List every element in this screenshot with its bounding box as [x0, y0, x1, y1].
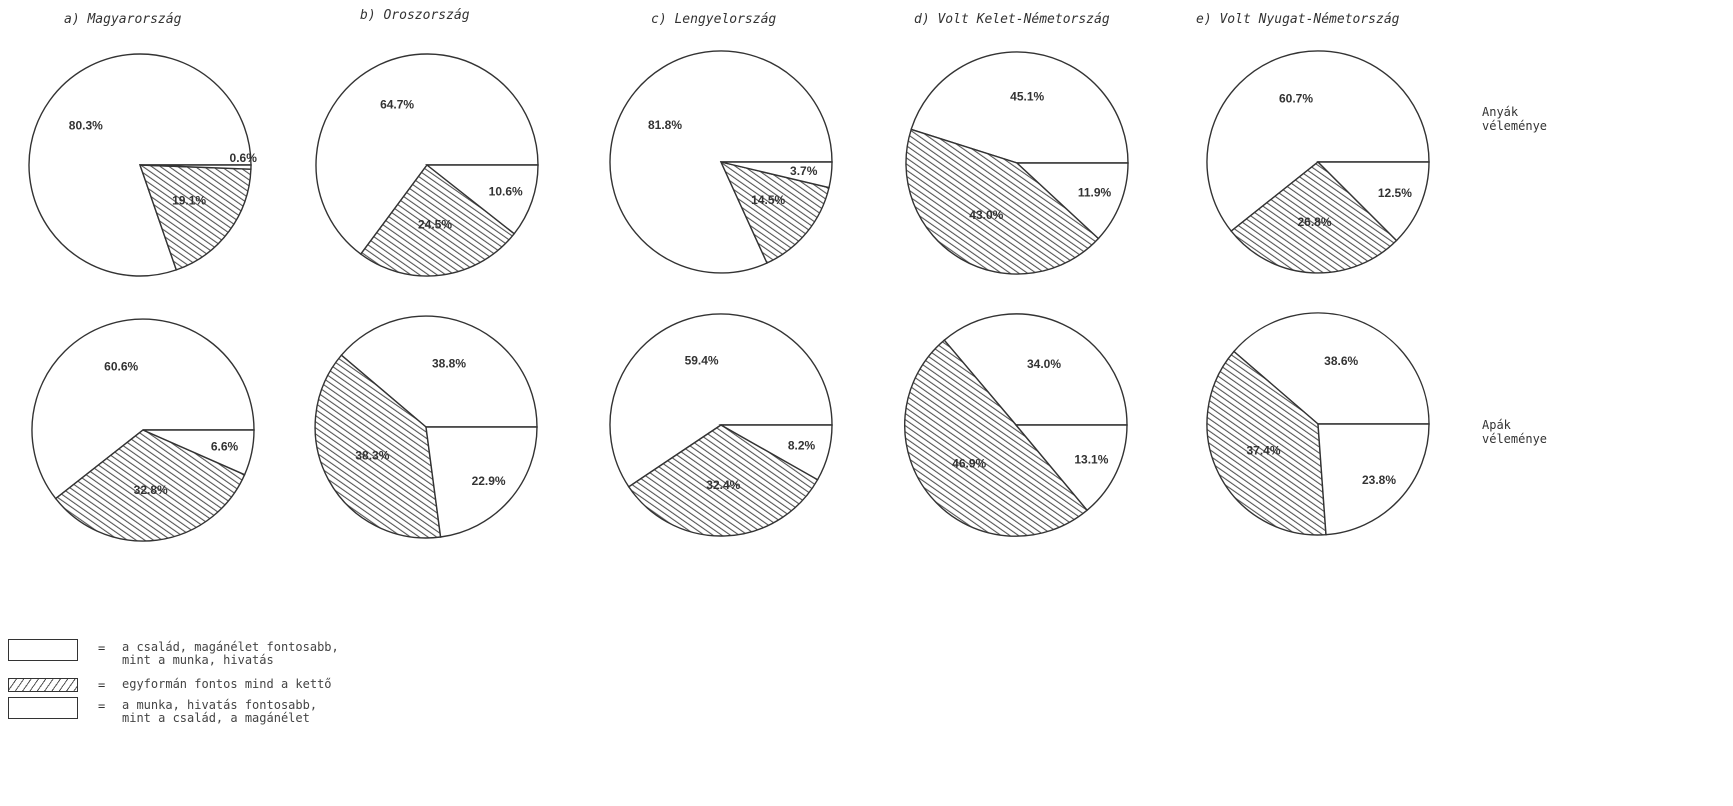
pie-1-fathers-work-slice: [425, 426, 538, 538]
pie-3-mothers-equal-slice: [905, 128, 1100, 275]
pie-2-fathers-family-slice: [609, 313, 833, 488]
pie-0-mothers-equal-slice: [139, 164, 252, 271]
pie-0-fathers-work-slice: [142, 429, 255, 476]
pie-4-fathers-work-slice: [1317, 423, 1430, 536]
pie-2-mothers-equal-label: 14.5%: [751, 193, 785, 207]
pie-0-fathers-family-label: 60.6%: [104, 359, 138, 373]
row-label-fathers: Apák véleménye: [1482, 418, 1548, 446]
pie-2-mothers-equal-slice: [719, 160, 830, 264]
pie-0-fathers-work-label: 6.6%: [211, 439, 239, 453]
pie-4-fathers-family-slice: [1232, 312, 1430, 425]
pie-1-fathers-equal-label: 38.3%: [355, 448, 389, 462]
legend-eq-work: =: [98, 699, 106, 713]
country-title-2: c) Lengyelország: [651, 12, 777, 27]
pie-1-mothers-family-label: 64.7%: [380, 98, 414, 112]
legend-text-family: a család, magánélet fontosabb, mint a mu…: [122, 640, 339, 667]
pie-1-fathers-family-label: 38.8%: [432, 357, 466, 371]
pie-2-mothers-work-label: 3.7%: [790, 164, 818, 178]
pie-4-fathers-work-label: 23.8%: [1362, 473, 1396, 487]
legend-swatch-family: [8, 639, 78, 661]
pie-2-mothers-family-label: 81.8%: [648, 118, 682, 132]
legend-swatch-equal: [8, 678, 78, 692]
legend-eq-family: =: [98, 641, 106, 655]
pie-0-mothers-equal-label: 19.1%: [172, 193, 206, 207]
pie-1-mothers-equal-slice: [359, 164, 516, 277]
pie-3-fathers-family-slice: [943, 313, 1128, 426]
pie-2-mothers-work-slice: [720, 161, 833, 189]
pie-0-mothers-work-label: 0.6%: [230, 151, 258, 165]
legend-eq-equal: =: [98, 678, 106, 692]
pie-2-fathers-family-label: 59.4%: [685, 353, 719, 367]
pie-2-fathers-work-label: 8.2%: [788, 438, 816, 452]
country-title-1: b) Oroszország: [360, 8, 470, 23]
pie-0-fathers-family-slice: [31, 318, 255, 500]
pie-0-mothers-family-label: 80.3%: [69, 119, 103, 133]
pie-3-mothers-work-label: 11.9%: [1078, 186, 1112, 200]
legend-text-equal: egyformán fontos mind a kettő: [122, 677, 332, 691]
country-title-3: d) Volt Kelet-Németország: [914, 12, 1110, 27]
pie-0-fathers-equal-slice: [54, 429, 246, 542]
country-title-4: e) Volt Nyugat-Németország: [1196, 12, 1400, 27]
pie-0-fathers-equal-label: 32.8%: [134, 483, 168, 497]
legend-text-work: a munka, hivatás fontosabb, mint a csalá…: [122, 698, 318, 725]
legend-swatch-work: [8, 697, 78, 719]
pie-2-fathers-equal-slice: [627, 424, 819, 537]
pie-1-mothers-equal-label: 24.5%: [418, 218, 452, 232]
pie-4-mothers-equal-label: 26.8%: [1297, 215, 1331, 229]
pie-4-mothers-equal-slice: [1230, 161, 1398, 274]
pie-1-mothers-family-slice: [315, 53, 539, 256]
pie-1-mothers-work-slice: [424, 164, 539, 235]
pie-3-fathers-family-label: 34.0%: [1027, 357, 1061, 371]
pie-3-fathers-equal-label: 46.9%: [952, 456, 986, 470]
pie-3-fathers-work-slice: [1014, 424, 1128, 512]
pie-3-fathers-work-label: 13.1%: [1074, 452, 1108, 466]
pie-1-mothers-work-label: 10.6%: [489, 184, 523, 198]
pie-3-fathers-equal-slice: [903, 339, 1089, 537]
row-label-mothers: Anyák véleménye: [1482, 105, 1548, 133]
country-title-0: a) Magyarország: [64, 12, 182, 27]
pie-3-mothers-family-slice: [910, 51, 1129, 164]
pie-0-mothers-work-slice: [139, 164, 252, 170]
pie-1-fathers-work-label: 22.9%: [472, 474, 506, 488]
pie-2-fathers-work-slice: [718, 424, 833, 481]
pie-4-mothers-family-label: 60.7%: [1279, 91, 1313, 105]
pie-4-fathers-equal-slice: [1206, 350, 1327, 536]
pie-4-mothers-work-label: 12.5%: [1378, 186, 1412, 200]
pie-3-mothers-work-slice: [1015, 162, 1129, 240]
pie-4-fathers-equal-label: 37.4%: [1246, 444, 1280, 458]
pie-3-mothers-equal-label: 43.0%: [969, 208, 1003, 222]
pie-4-fathers-family-label: 38.6%: [1324, 354, 1358, 368]
pie-4-mothers-work-slice: [1316, 161, 1430, 242]
pie-1-fathers-family-slice: [340, 315, 538, 428]
pie-3-mothers-family-label: 45.1%: [1010, 89, 1044, 103]
pie-4-mothers-family-slice: [1206, 50, 1430, 233]
pie-2-fathers-equal-label: 32.4%: [706, 478, 740, 492]
pie-1-fathers-equal-slice: [314, 354, 442, 539]
